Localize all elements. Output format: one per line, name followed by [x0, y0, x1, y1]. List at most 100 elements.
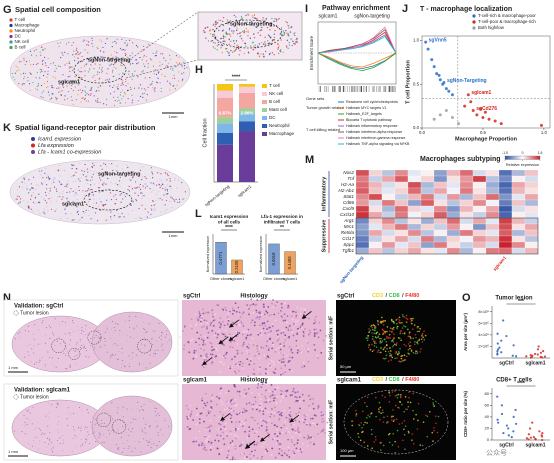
cell-dot: [237, 45, 240, 48]
histology-dot: [204, 434, 206, 437]
cell-dot: [171, 197, 174, 199]
histology-dot: [295, 412, 298, 415]
histology-dot: [287, 336, 290, 339]
histology-dot: [304, 327, 306, 330]
cell-dot: [113, 84, 115, 86]
tissue-dot: [101, 441, 103, 443]
histology-dot: [243, 452, 246, 455]
mif-dot: [383, 338, 386, 341]
cell-dot: [57, 65, 59, 67]
cell-dot: [68, 83, 71, 85]
histology-dot: [219, 428, 222, 431]
legend-swatch: [472, 26, 476, 30]
heatmap-cell: [420, 193, 435, 201]
heatmap-cell: [446, 175, 461, 183]
mif-dot: [391, 330, 393, 333]
cell-dot: [233, 50, 235, 53]
cell-dot: [44, 192, 47, 194]
mif-dot: [375, 331, 378, 334]
tissue-dot: [62, 442, 64, 444]
cell-dot: [152, 87, 154, 89]
cell-dot: [76, 206, 78, 208]
cell-dot: [141, 71, 143, 73]
cell-dot: [84, 75, 86, 77]
mif-dot: [381, 328, 384, 331]
tissue-dot: [38, 428, 40, 430]
cell-dot: [117, 57, 119, 59]
tissue-dot: [137, 401, 139, 403]
histology-dot: [238, 323, 241, 326]
cell-dot: [118, 180, 121, 182]
cell-dot: [153, 204, 155, 206]
mif-dot: [403, 354, 406, 357]
tissue-dot: [116, 412, 118, 414]
histology-dot: [276, 339, 279, 342]
histology-dot: [252, 403, 255, 406]
cell-dot: [178, 56, 180, 58]
cell-dot: [132, 62, 134, 65]
mif-dot: [426, 415, 429, 418]
enrichment-curve: [317, 52, 397, 68]
tissue-dot: [65, 368, 67, 370]
tissue-dot: [152, 355, 154, 357]
heatmap-cell: [446, 241, 461, 249]
cell-dot: [157, 77, 159, 79]
scatter-point: [493, 119, 497, 123]
group-frame: [355, 217, 539, 255]
histology-dot: [264, 332, 267, 335]
cell-dot: [113, 91, 115, 93]
cell-dot: [226, 21, 229, 23]
cell-dot: [127, 56, 129, 58]
cell-dot: [150, 191, 152, 193]
histology-dot: [309, 441, 312, 444]
histology-dot: [279, 389, 282, 392]
cell-dot: [175, 66, 177, 68]
cell-dot: [160, 87, 162, 90]
histology-dot: [278, 418, 280, 421]
tissue-dot: [27, 411, 29, 413]
mif-dot: [394, 451, 396, 454]
histology-dot: [236, 413, 239, 416]
tissue-dot: [160, 339, 162, 341]
histology-dot: [324, 432, 326, 434]
histology-dot: [301, 322, 304, 325]
cell-dot: [220, 23, 222, 26]
tissue-dot: [77, 348, 79, 350]
histology-dot: [183, 325, 186, 328]
y-tick-label: 0.0: [413, 125, 420, 130]
tissue-dot: [140, 343, 142, 345]
cell-dot: [112, 86, 114, 89]
tissue-dot: [29, 412, 31, 414]
cell-dot: [96, 101, 98, 103]
cell-dot: [105, 104, 108, 106]
channel-name: F4/80: [405, 377, 419, 383]
histology-dot: [249, 304, 252, 307]
cell-dot: [97, 47, 99, 50]
cell-dot: [158, 172, 160, 174]
cell-dot: [170, 196, 172, 198]
cell-dot: [236, 21, 238, 23]
arrow: [220, 413, 231, 421]
row-label: H2-Aa: [341, 182, 354, 187]
histology-dot: [273, 415, 276, 417]
histology-dot: [240, 420, 243, 423]
subtitle: sgIcam1: [319, 13, 338, 19]
tissue-dot: [109, 433, 111, 435]
cell-dot: [156, 50, 158, 52]
cell-dot: [160, 173, 162, 175]
histology-dot: [285, 432, 287, 435]
histology-dot: [201, 364, 204, 367]
heatmap-cell: [433, 199, 448, 207]
histology-dot: [304, 415, 307, 418]
scatter-point: [475, 113, 479, 117]
cell-dot: [79, 162, 81, 164]
cell-dot: [84, 94, 87, 96]
cell-dot: [153, 207, 155, 209]
heatmap-cell: [381, 229, 396, 237]
tissue-dot: [69, 339, 71, 341]
histology-dot: [193, 349, 196, 352]
histology-dot: [288, 329, 291, 332]
tissue-dot: [31, 360, 33, 362]
histology-dot: [308, 329, 311, 332]
cell-dot: [116, 166, 118, 168]
